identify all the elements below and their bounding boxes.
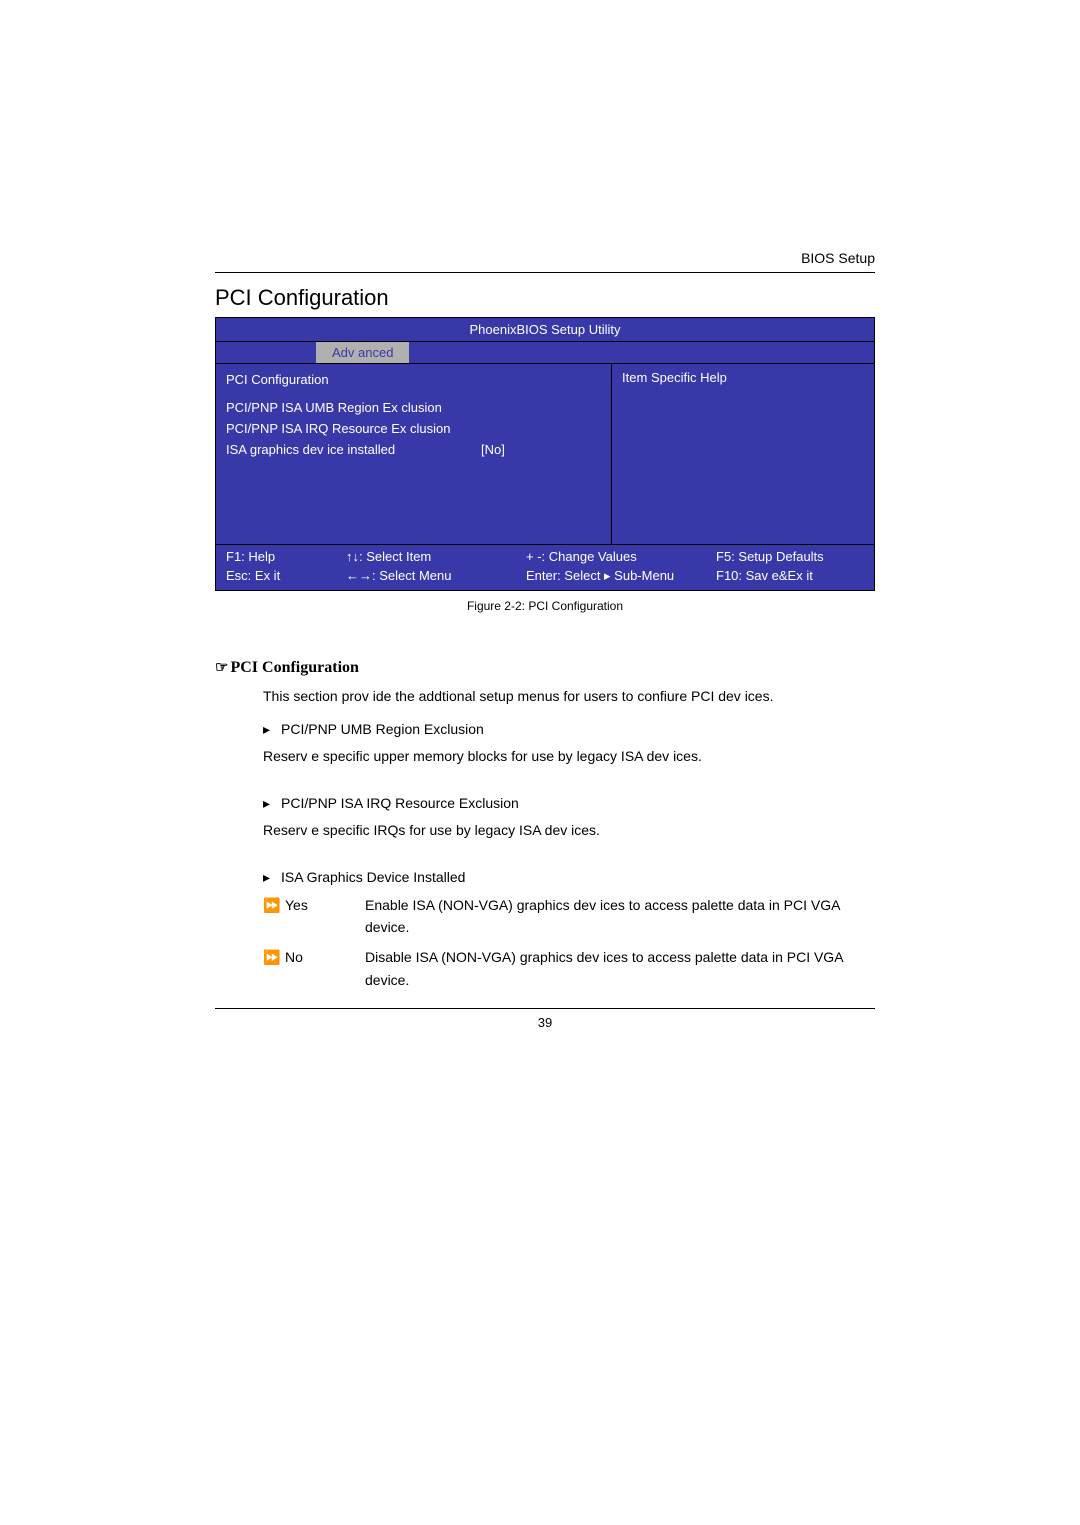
- pointing-hand-icon: ☞: [215, 660, 228, 676]
- sub-item-title: ISA Graphics Device Installed: [281, 869, 465, 885]
- double-triangle-icon: ⏩: [263, 946, 285, 991]
- bios-right-panel: Item Specific Help: [612, 364, 874, 544]
- option-yes: ⏩ Yes Enable ISA (NON-VGA) graphics dev …: [263, 894, 875, 939]
- bios-help-header: Item Specific Help: [622, 370, 864, 385]
- section-heading-text: PCI Configuration: [230, 659, 358, 676]
- sub-item-isa-graphics: ▸ISA Graphics Device Installed: [263, 869, 875, 886]
- sub-desc-irq: Reserv e specific IRQs for use by legacy…: [263, 820, 875, 841]
- bios-menu-label: PCI/PNP ISA UMB Region Ex clusion: [226, 400, 481, 415]
- bios-key-esc: Esc: Ex it: [226, 568, 346, 584]
- bios-key-f10: F10: Sav e&Ex it: [716, 568, 876, 584]
- option-desc: Enable ISA (NON-VGA) graphics dev ices t…: [365, 894, 875, 939]
- bios-key-plusminus: + -: Change Values: [526, 549, 716, 564]
- page-footer: 39: [215, 1008, 875, 1030]
- section-intro: This section prov ide the addtional setu…: [263, 687, 875, 707]
- bios-key-enter: Enter: Select ▸ Sub-Menu: [526, 568, 716, 584]
- bios-menu-item-irq[interactable]: PCI/PNP ISA IRQ Resource Ex clusion: [226, 418, 601, 439]
- double-triangle-icon: ⏩: [263, 894, 285, 939]
- bios-menu-item-umb[interactable]: PCI/PNP ISA UMB Region Ex clusion: [226, 397, 601, 418]
- page-title: PCI Configuration: [215, 285, 875, 311]
- sub-item-irq: ▸PCI/PNP ISA IRQ Resource Exclusion: [263, 795, 875, 812]
- bios-menu-label: ISA graphics dev ice installed: [226, 442, 481, 457]
- bios-main-area: PCI Configuration PCI/PNP ISA UMB Region…: [216, 364, 874, 544]
- option-label: No: [285, 946, 365, 991]
- triangle-bullet-icon: ▸: [263, 721, 281, 738]
- option-no: ⏩ No Disable ISA (NON-VGA) graphics dev …: [263, 946, 875, 991]
- sub-item-umb: ▸PCI/PNP UMB Region Exclusion: [263, 721, 875, 738]
- figure-caption: Figure 2-2: PCI Configuration: [215, 599, 875, 613]
- bios-key-f5: F5: Setup Defaults: [716, 549, 876, 564]
- footer-rule: [215, 1008, 875, 1009]
- bios-title: PhoenixBIOS Setup Utility: [216, 318, 874, 342]
- sub-desc-umb: Reserv e specific upper memory blocks fo…: [263, 746, 875, 767]
- bios-tab-row: Adv anced: [216, 342, 874, 364]
- bios-key-updown: ↑↓: Select Item: [346, 549, 526, 564]
- bios-left-header: PCI Configuration: [226, 370, 601, 397]
- bios-menu-item-isa-graphics[interactable]: ISA graphics dev ice installed [No]: [226, 439, 601, 460]
- sub-item-title: PCI/PNP ISA IRQ Resource Exclusion: [281, 795, 519, 811]
- bios-key-leftright: ←→: Select Menu: [346, 568, 526, 584]
- bios-key-f1: F1: Help: [226, 549, 346, 564]
- bios-tab-advanced[interactable]: Adv anced: [316, 342, 409, 363]
- bios-menu-label: PCI/PNP ISA IRQ Resource Ex clusion: [226, 421, 481, 436]
- sub-item-title: PCI/PNP UMB Region Exclusion: [281, 721, 484, 737]
- header-rule: [215, 272, 875, 273]
- bios-menu-value: [No]: [481, 442, 601, 457]
- option-label: Yes: [285, 894, 365, 939]
- bios-left-panel: PCI Configuration PCI/PNP ISA UMB Region…: [216, 364, 612, 544]
- bios-footer: F1: Help ↑↓: Select Item + -: Change Val…: [216, 544, 874, 590]
- option-desc: Disable ISA (NON-VGA) graphics dev ices …: [365, 946, 875, 991]
- page-number: 39: [215, 1015, 875, 1030]
- content-section: ☞PCI Configuration This section prov ide…: [215, 658, 875, 991]
- section-heading: ☞PCI Configuration: [215, 658, 875, 677]
- bios-menu-value: [481, 421, 601, 436]
- triangle-bullet-icon: ▸: [263, 795, 281, 812]
- bios-setup-box: PhoenixBIOS Setup Utility Adv anced PCI …: [215, 317, 875, 591]
- header-section-label: BIOS Setup: [215, 250, 875, 266]
- triangle-bullet-icon: ▸: [263, 869, 281, 886]
- bios-menu-value: [481, 400, 601, 415]
